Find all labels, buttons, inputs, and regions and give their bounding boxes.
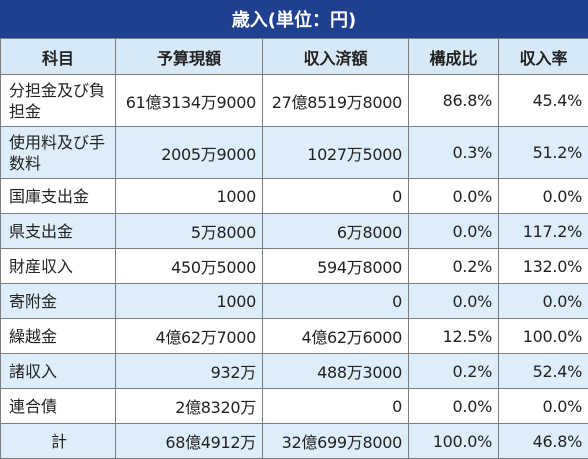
row-ratio: 0.2% (409, 249, 499, 284)
header-budget: 予算現額 (116, 39, 263, 75)
header-revenue: 収入済額 (263, 39, 409, 75)
row-revenue: 4億62万6000 (263, 319, 409, 354)
row-revenue: 0 (263, 389, 409, 424)
table-row: 県支出金 5万8000 6万8000 0.0% 117.2% (1, 214, 588, 249)
row-ratio: 0.0% (409, 179, 499, 214)
row-budget: 4億62万7000 (116, 319, 263, 354)
table-row: 諸収入 932万 488万3000 0.2% 52.4% (1, 354, 588, 389)
row-rate: 51.2% (499, 127, 588, 179)
row-revenue: 594万8000 (263, 249, 409, 284)
row-ratio: 0.2% (409, 354, 499, 389)
table-row: 財産収入 450万5000 594万8000 0.2% 132.0% (1, 249, 588, 284)
row-rate: 0.0% (499, 179, 588, 214)
table-row: 使用料及び手数料 2005万9000 1027万5000 0.3% 51.2% (1, 127, 588, 179)
row-rate: 100.0% (499, 319, 588, 354)
row-rate: 52.4% (499, 354, 588, 389)
row-subject: 連合債 (1, 389, 116, 424)
row-budget: 2005万9000 (116, 127, 263, 179)
row-ratio: 0.3% (409, 127, 499, 179)
table-title: 歳入(単位：円) (0, 0, 588, 38)
header-composition-ratio: 構成比 (409, 39, 499, 75)
table-row: 寄附金 1000 0 0.0% 0.0% (1, 284, 588, 319)
header-subject: 科目 (1, 39, 116, 75)
row-subject: 分担金及び負担金 (1, 75, 116, 127)
row-revenue: 0 (263, 179, 409, 214)
row-rate: 45.4% (499, 75, 588, 127)
row-revenue: 1027万5000 (263, 127, 409, 179)
row-budget: 932万 (116, 354, 263, 389)
row-rate: 117.2% (499, 214, 588, 249)
table-row: 連合債 2億8320万 0 0.0% 0.0% (1, 389, 588, 424)
header-row: 科目 予算現額 収入済額 構成比 収入率 (1, 39, 588, 75)
row-ratio: 0.0% (409, 214, 499, 249)
row-budget: 1000 (116, 179, 263, 214)
row-revenue: 488万3000 (263, 354, 409, 389)
row-subject: 繰越金 (1, 319, 116, 354)
row-rate: 132.0% (499, 249, 588, 284)
row-revenue: 0 (263, 284, 409, 319)
row-rate: 0.0% (499, 389, 588, 424)
row-subject: 県支出金 (1, 214, 116, 249)
row-budget: 2億8320万 (116, 389, 263, 424)
revenue-table: 科目 予算現額 収入済額 構成比 収入率 分担金及び負担金 61億3134万90… (0, 38, 588, 459)
row-revenue: 6万8000 (263, 214, 409, 249)
table-row: 分担金及び負担金 61億3134万9000 27億8519万8000 86.8%… (1, 75, 588, 127)
row-subject: 寄附金 (1, 284, 116, 319)
row-subject: 財産収入 (1, 249, 116, 284)
row-budget: 61億3134万9000 (116, 75, 263, 127)
table-row: 国庫支出金 1000 0 0.0% 0.0% (1, 179, 588, 214)
total-ratio: 100.0% (409, 424, 499, 459)
row-ratio: 86.8% (409, 75, 499, 127)
row-budget: 5万8000 (116, 214, 263, 249)
row-subject: 諸収入 (1, 354, 116, 389)
row-budget: 1000 (116, 284, 263, 319)
total-label: 計 (1, 424, 116, 459)
row-subject: 国庫支出金 (1, 179, 116, 214)
total-rate: 46.8% (499, 424, 588, 459)
row-ratio: 0.0% (409, 284, 499, 319)
total-row: 計 68億4912万 32億699万8000 100.0% 46.8% (1, 424, 588, 459)
row-ratio: 12.5% (409, 319, 499, 354)
row-budget: 450万5000 (116, 249, 263, 284)
row-rate: 0.0% (499, 284, 588, 319)
table-row: 繰越金 4億62万7000 4億62万6000 12.5% 100.0% (1, 319, 588, 354)
total-budget: 68億4912万 (116, 424, 263, 459)
header-collection-rate: 収入率 (499, 39, 588, 75)
row-revenue: 27億8519万8000 (263, 75, 409, 127)
total-revenue: 32億699万8000 (263, 424, 409, 459)
row-subject: 使用料及び手数料 (1, 127, 116, 179)
row-ratio: 0.0% (409, 389, 499, 424)
